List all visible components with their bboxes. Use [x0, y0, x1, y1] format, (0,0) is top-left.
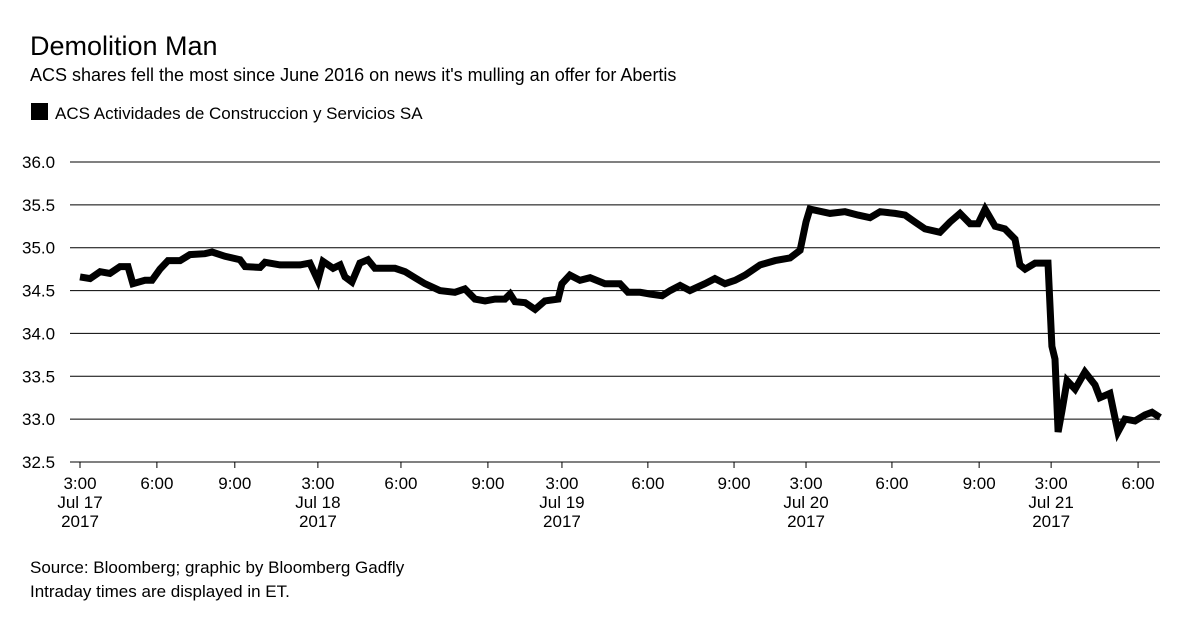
- x-tick-label: 9:00: [963, 474, 996, 493]
- y-tick-label: 36.0: [22, 153, 55, 172]
- legend-swatch: [31, 103, 48, 120]
- y-tick-label: 32.5: [22, 453, 55, 472]
- legend-label: ACS Actividades de Construccion y Servic…: [55, 104, 423, 123]
- x-tick-label: 6:00: [875, 474, 908, 493]
- chart-title: Demolition Man: [30, 31, 218, 61]
- x-tick-label: 9:00: [471, 474, 504, 493]
- chart-subtitle: ACS shares fell the most since June 2016…: [30, 65, 676, 85]
- x-tick-label: 6:00: [384, 474, 417, 493]
- x-tick-label: 3:00 Jul 19 2017: [539, 474, 584, 531]
- x-tick-label: 9:00: [717, 474, 750, 493]
- y-tick-label: 33.5: [22, 367, 55, 386]
- x-tick-label: 3:00 Jul 21 2017: [1028, 474, 1073, 531]
- x-tick-label: 6:00: [140, 474, 173, 493]
- x-tick-label: 3:00 Jul 20 2017: [783, 474, 828, 531]
- y-tick-label: 33.0: [22, 410, 55, 429]
- x-tick-label: 3:00 Jul 17 2017: [57, 474, 102, 531]
- x-tick-label: 6:00: [631, 474, 664, 493]
- y-tick-label: 35.0: [22, 239, 55, 258]
- footnote: Intraday times are displayed in ET.: [30, 582, 290, 601]
- y-tick-label: 34.0: [22, 324, 55, 343]
- source-note: Source: Bloomberg; graphic by Bloomberg …: [30, 558, 405, 577]
- x-tick-label: 3:00 Jul 18 2017: [295, 474, 340, 531]
- y-tick-label: 34.5: [22, 282, 55, 301]
- x-tick-label: 6:00: [1122, 474, 1155, 493]
- y-tick-label: 35.5: [22, 196, 55, 215]
- x-tick-label: 9:00: [218, 474, 251, 493]
- price-line: [79, 201, 1162, 443]
